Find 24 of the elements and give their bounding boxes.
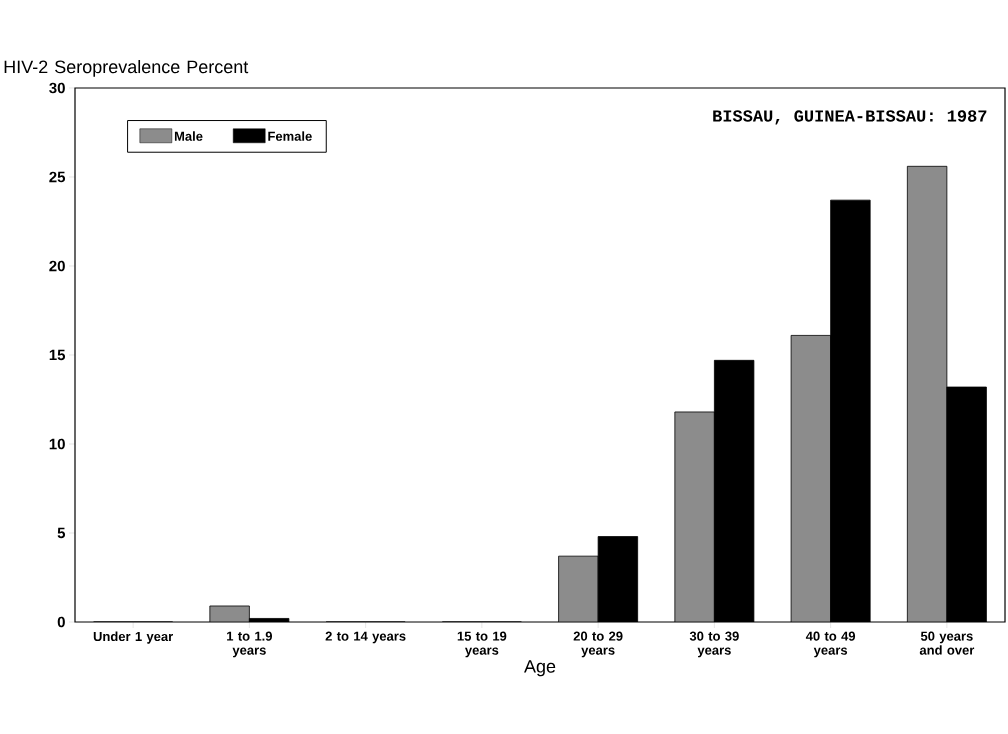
y-tick-label: 5 [57,527,66,539]
x-tick-label: 1 to 1.9 years [227,631,273,658]
y-axis-title: HIV-2 Seroprevalence Percent [4,60,249,77]
y-tick-label: 15 [49,349,66,361]
legend-label: Male [174,131,203,141]
y-tick-label: 10 [49,438,65,450]
x-tick-label: 2 to 14 years [325,631,406,644]
y-tick-label: 20 [49,260,65,272]
legend-label: Female [268,131,312,141]
bar [674,411,715,622]
x-tick-label: Under 1 year [93,631,174,644]
x-tick-label: 40 to 49 years [805,631,856,658]
y-tick-label: 25 [49,171,66,183]
bar [790,335,832,622]
x-axis-title: Age [524,660,556,677]
x-tick-label: 15 to 19 years [457,631,507,658]
x-tick-label: 50 years and over [919,631,975,655]
bar [558,555,599,622]
x-tick-label: 20 to 29 years [573,631,623,658]
x-tick-label: 30 to 39 years [689,631,739,658]
bar [906,165,948,622]
y-tick-label: 0 [57,616,65,628]
annotation: BISSAU, GUINEA-BISSAU: 1987 [713,110,987,125]
y-tick-label: 30 [49,82,65,94]
